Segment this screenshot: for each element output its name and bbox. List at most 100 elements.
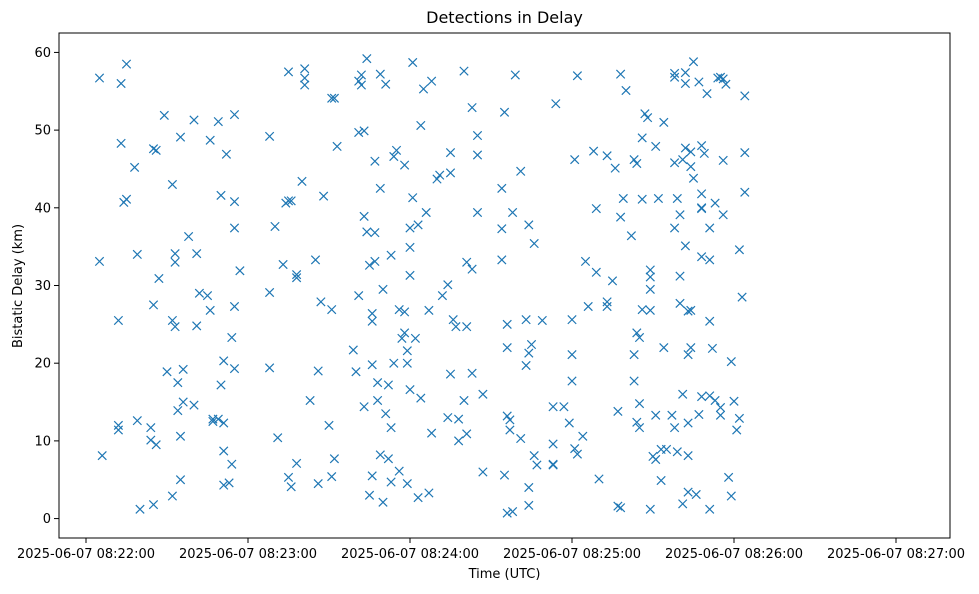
detection-point (132, 416, 142, 426)
detection-point (686, 343, 696, 353)
detection-point (173, 377, 183, 388)
detection-point (510, 70, 520, 80)
y-axis-label: Bistatic Delay (km) (11, 224, 26, 348)
detection-point (432, 174, 442, 184)
detection-point (548, 439, 558, 449)
detection-point (121, 59, 132, 69)
detection-point (375, 450, 385, 460)
detection-point (383, 454, 394, 464)
detection-point (694, 77, 704, 87)
detection-point (327, 471, 337, 482)
detection-point (386, 250, 396, 260)
detection-point (651, 454, 661, 465)
detection-point (443, 280, 453, 290)
detection-point (354, 290, 364, 301)
detection-point (678, 389, 688, 399)
detection-point (505, 415, 515, 425)
detection-point (394, 304, 404, 315)
detection-point (278, 259, 288, 270)
detection-point (516, 433, 526, 444)
detection-point (416, 393, 426, 403)
detection-point (329, 454, 340, 464)
detection-point (405, 384, 415, 395)
detection-point (478, 467, 488, 477)
detection-point (178, 397, 188, 407)
detection-point (116, 78, 126, 89)
detection-point (737, 292, 747, 302)
detection-point (675, 210, 685, 220)
detection-point (183, 231, 194, 242)
detection-point (437, 290, 448, 301)
detection-point (459, 66, 469, 76)
detection-point (688, 57, 699, 67)
detection-point (715, 402, 726, 413)
detection-point (626, 231, 637, 241)
detection-point (297, 176, 307, 187)
detection-point (389, 358, 399, 368)
detection-point (723, 472, 734, 483)
detection-point (642, 113, 653, 123)
detection-point (283, 67, 294, 77)
detection-point (659, 343, 669, 353)
detection-point (683, 350, 693, 360)
detection-point (135, 504, 145, 514)
detection-point (729, 396, 739, 406)
detection-point (170, 249, 180, 259)
detection-point (318, 191, 329, 201)
detection-point (300, 73, 310, 83)
detection-point (667, 410, 677, 420)
detection-point (669, 223, 680, 233)
detection-point (524, 220, 534, 230)
detection-point (370, 156, 380, 166)
detection-point (696, 391, 707, 402)
detection-point (221, 149, 232, 159)
detection-point (507, 506, 518, 517)
detection-point (386, 477, 396, 487)
detection-point (372, 377, 383, 388)
detection-point (656, 475, 666, 486)
detection-point (526, 339, 537, 350)
detection-point (356, 80, 367, 90)
detection-point (591, 267, 601, 277)
y-axis-ticks: 0 10 20 30 40 50 60 (34, 46, 59, 527)
detection-point (715, 410, 726, 420)
detection-point (524, 348, 534, 358)
detection-point (683, 306, 693, 316)
detection-point (669, 423, 680, 433)
detection-point (151, 145, 161, 155)
detection-point (229, 223, 240, 233)
y-tick-label: 20 (34, 357, 51, 372)
y-tick-label: 50 (34, 124, 51, 139)
detection-point (621, 85, 631, 96)
detection-point (324, 420, 334, 430)
detection-point (686, 305, 696, 315)
detection-point (499, 470, 510, 480)
detection-point (472, 130, 483, 141)
detection-point (418, 84, 429, 94)
x-tick-label: 2025-06-07 08:24:00 (341, 547, 479, 562)
detection-point (362, 227, 372, 237)
detection-point (283, 196, 294, 206)
detection-point (696, 203, 707, 213)
detection-point (264, 363, 275, 373)
detection-point (359, 211, 369, 221)
detection-point (148, 300, 159, 310)
detection-point (364, 260, 375, 270)
detection-point (632, 417, 642, 427)
detection-point (524, 482, 534, 493)
detection-point (686, 162, 696, 172)
detection-point (497, 255, 507, 265)
detection-point (402, 478, 412, 489)
detection-point (615, 69, 626, 79)
detection-point (570, 155, 580, 165)
detection-point (399, 160, 410, 170)
detection-point (445, 369, 456, 379)
detection-point (451, 322, 461, 332)
detection-point (148, 499, 159, 510)
detection-point (359, 402, 369, 412)
detection-point (678, 499, 688, 509)
detection-point (170, 257, 180, 267)
detection-point (462, 322, 472, 332)
